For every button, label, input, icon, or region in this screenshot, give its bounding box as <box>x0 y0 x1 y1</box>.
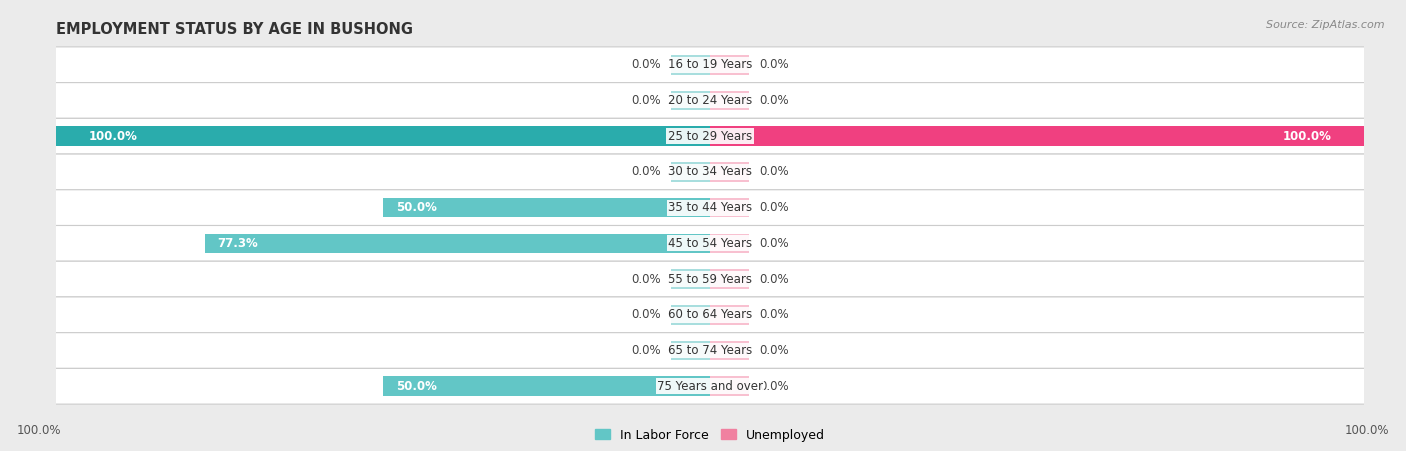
Text: Source: ZipAtlas.com: Source: ZipAtlas.com <box>1267 20 1385 30</box>
Text: 50.0%: 50.0% <box>396 380 437 393</box>
FancyBboxPatch shape <box>44 297 1376 333</box>
Bar <box>671 55 710 74</box>
FancyBboxPatch shape <box>44 118 1376 154</box>
Bar <box>710 126 1364 146</box>
Bar <box>710 162 749 182</box>
FancyBboxPatch shape <box>44 368 1376 404</box>
FancyBboxPatch shape <box>44 154 1376 190</box>
Bar <box>56 126 710 146</box>
Bar <box>710 91 749 110</box>
FancyBboxPatch shape <box>44 83 1376 118</box>
Text: 100.0%: 100.0% <box>89 130 138 143</box>
Text: 0.0%: 0.0% <box>759 308 789 321</box>
Text: 0.0%: 0.0% <box>631 58 661 71</box>
Text: 55 to 59 Years: 55 to 59 Years <box>668 272 752 285</box>
Text: 0.0%: 0.0% <box>631 308 661 321</box>
Text: 0.0%: 0.0% <box>759 272 789 285</box>
Bar <box>671 91 710 110</box>
Bar <box>671 341 710 360</box>
Bar <box>710 234 749 253</box>
Bar <box>710 341 749 360</box>
Text: 0.0%: 0.0% <box>631 94 661 107</box>
FancyBboxPatch shape <box>44 333 1376 368</box>
Bar <box>382 198 710 217</box>
Text: 100.0%: 100.0% <box>1344 424 1389 437</box>
Text: 25 to 29 Years: 25 to 29 Years <box>668 130 752 143</box>
Text: 0.0%: 0.0% <box>759 201 789 214</box>
Text: 50.0%: 50.0% <box>396 201 437 214</box>
Text: EMPLOYMENT STATUS BY AGE IN BUSHONG: EMPLOYMENT STATUS BY AGE IN BUSHONG <box>56 22 413 37</box>
Text: 77.3%: 77.3% <box>218 237 259 250</box>
Text: 100.0%: 100.0% <box>1282 130 1331 143</box>
Bar <box>710 198 749 217</box>
Bar <box>710 269 749 289</box>
FancyBboxPatch shape <box>44 190 1376 226</box>
FancyBboxPatch shape <box>44 261 1376 297</box>
Text: 75 Years and over: 75 Years and over <box>657 380 763 393</box>
Text: 0.0%: 0.0% <box>759 166 789 179</box>
Text: 0.0%: 0.0% <box>759 237 789 250</box>
Text: 35 to 44 Years: 35 to 44 Years <box>668 201 752 214</box>
Bar <box>710 305 749 325</box>
Bar <box>671 305 710 325</box>
Text: 20 to 24 Years: 20 to 24 Years <box>668 94 752 107</box>
Text: 60 to 64 Years: 60 to 64 Years <box>668 308 752 321</box>
FancyBboxPatch shape <box>44 47 1376 83</box>
Text: 0.0%: 0.0% <box>631 166 661 179</box>
Bar <box>671 162 710 182</box>
Text: 0.0%: 0.0% <box>631 272 661 285</box>
Text: 0.0%: 0.0% <box>759 344 789 357</box>
Bar <box>710 377 749 396</box>
Text: 16 to 19 Years: 16 to 19 Years <box>668 58 752 71</box>
Text: 0.0%: 0.0% <box>631 344 661 357</box>
Bar <box>382 377 710 396</box>
Legend: In Labor Force, Unemployed: In Labor Force, Unemployed <box>591 423 830 446</box>
Text: 45 to 54 Years: 45 to 54 Years <box>668 237 752 250</box>
Text: 65 to 74 Years: 65 to 74 Years <box>668 344 752 357</box>
FancyBboxPatch shape <box>44 226 1376 261</box>
Text: 0.0%: 0.0% <box>759 380 789 393</box>
Bar <box>710 55 749 74</box>
Text: 0.0%: 0.0% <box>759 94 789 107</box>
Text: 30 to 34 Years: 30 to 34 Years <box>668 166 752 179</box>
Text: 100.0%: 100.0% <box>17 424 62 437</box>
Bar <box>205 234 710 253</box>
Text: 0.0%: 0.0% <box>759 58 789 71</box>
Bar <box>671 269 710 289</box>
